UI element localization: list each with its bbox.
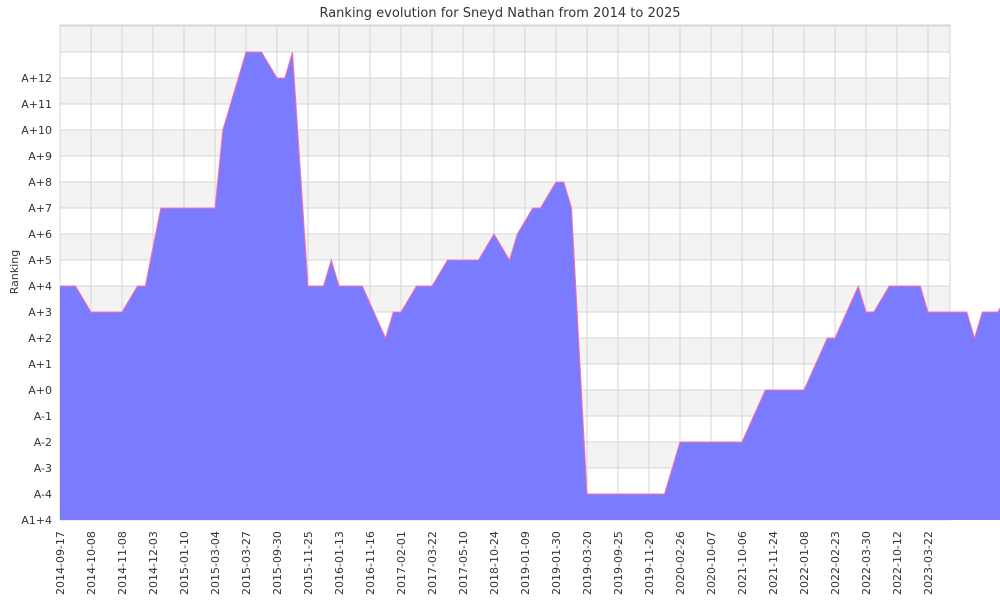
y-tick-label: A+11 — [21, 98, 52, 111]
y-tick-label: A-3 — [34, 462, 52, 475]
x-tick-label: 2014-12-03 — [147, 531, 160, 595]
x-axis: 2014-09-17 2014-10-08 2014-11-08 2014-12-03… — [54, 531, 935, 595]
x-tick-label: 2017-02-01 — [395, 531, 408, 595]
y-tick-label: A+12 — [21, 72, 52, 85]
series-line — [60, 51, 1000, 495]
y-tick-label: A+2 — [28, 332, 52, 345]
x-tick-label: 2020-02-26 — [674, 531, 687, 595]
x-tick-label: 2015-01-10 — [178, 531, 191, 595]
x-tick-label: 2017-05-10 — [457, 531, 470, 595]
x-tick-label: 2015-03-04 — [209, 531, 222, 595]
y-tick-label: A-4 — [34, 488, 52, 501]
y-tick-label: A+10 — [21, 124, 52, 137]
x-tick-label: 2021-10-06 — [736, 531, 749, 595]
chart-title: Ranking evolution for Sneyd Nathan from … — [319, 6, 680, 21]
x-tick-label: 2019-09-25 — [612, 531, 625, 595]
x-tick-label: 2019-11-20 — [643, 531, 656, 595]
y-tick-label: A+5 — [28, 254, 52, 267]
x-tick-label: 2016-11-16 — [364, 531, 377, 595]
plot-band — [60, 26, 950, 52]
area-series — [60, 51, 1000, 520]
x-tick-label: 2019-03-20 — [581, 531, 594, 595]
x-tick-label: 2022-03-30 — [860, 531, 873, 595]
plot-band — [60, 78, 950, 104]
y-tick-label: A-2 — [34, 436, 52, 449]
y-tick-label: A+1 — [28, 358, 52, 371]
x-tick-label: 2021-11-24 — [767, 531, 780, 595]
plot-band — [60, 182, 950, 208]
y-tick-label: A+9 — [28, 150, 52, 163]
x-tick-label: 2015-03-27 — [240, 531, 253, 595]
x-tick-label: 2014-10-08 — [85, 531, 98, 595]
x-tick-label: 2022-10-12 — [891, 531, 904, 595]
x-tick-label: 2020-10-07 — [705, 531, 718, 595]
series-area — [60, 52, 1000, 520]
y-tick-label: A1+4 — [21, 514, 52, 527]
y-tick-label: A+7 — [28, 202, 52, 215]
y-tick-label: A+8 — [28, 176, 52, 189]
x-tick-label: 2019-01-30 — [550, 531, 563, 595]
x-tick-label: 2018-10-24 — [488, 531, 501, 595]
y-tick-label: A+4 — [28, 280, 52, 293]
x-tick-label: 2022-01-08 — [798, 531, 811, 595]
y-tick-label: A+3 — [28, 306, 52, 319]
plot-band — [60, 130, 950, 156]
y-axis-label: Ranking — [8, 250, 21, 295]
y-axis: A1+4 A-4 A-3 A-2 A-1 A+0 A+1 A+2 A+3 A+4 A+5 A+6 A+7… — [21, 72, 52, 527]
y-tick-label: A+0 — [28, 384, 52, 397]
y-tick-label: A-1 — [34, 410, 52, 423]
x-tick-label: 2016-01-13 — [333, 531, 346, 595]
x-tick-label: 2023-03-22 — [922, 531, 935, 595]
x-tick-label: 2017-03-22 — [426, 531, 439, 595]
x-tick-label: 2014-11-08 — [116, 531, 129, 595]
x-tick-label: 2015-09-30 — [271, 531, 284, 595]
x-tick-label: 2015-11-25 — [302, 531, 315, 595]
x-tick-label: 2022-02-23 — [829, 531, 842, 595]
y-tick-label: A+6 — [28, 228, 52, 241]
x-tick-label: 2014-09-17 — [54, 531, 67, 595]
x-tick-label: 2019-01-09 — [519, 531, 532, 595]
